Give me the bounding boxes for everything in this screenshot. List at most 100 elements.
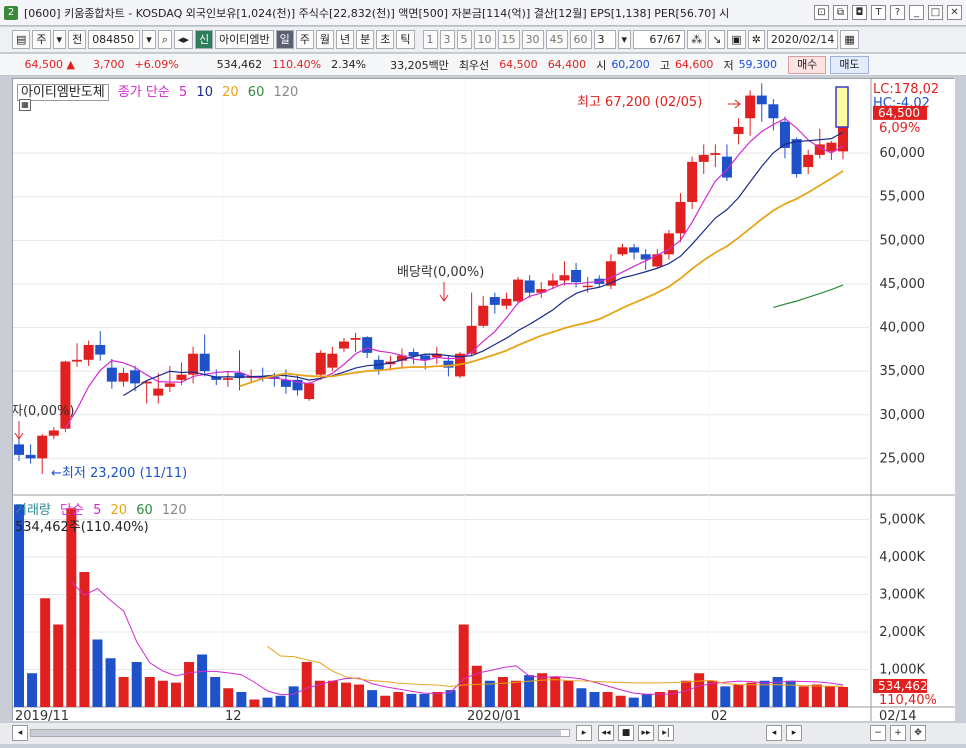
chevron-down-icon[interactable]: ▾ — [52, 30, 67, 49]
candle-body — [350, 338, 361, 340]
interval-45[interactable]: 45 — [545, 30, 568, 49]
tab-2[interactable]: 월 — [315, 30, 335, 49]
candle-body — [791, 139, 802, 175]
sell-button[interactable]: 매도 — [830, 55, 869, 74]
interval-5[interactable]: 5 — [456, 30, 472, 49]
window-badge: 2 — [4, 5, 18, 20]
stop-icon[interactable]: ■ — [618, 725, 634, 741]
window-controls: ⊡ ⧉ ◘ T? _ □ ✕ — [814, 5, 962, 20]
window-control-4[interactable]: ? — [890, 5, 905, 20]
interval-3[interactable]: 3 — [439, 30, 455, 49]
stock-name-field[interactable]: 아이티엠반 — [215, 30, 274, 49]
scroll-thumb[interactable] — [31, 730, 561, 736]
calendar-icon[interactable]: ▦ — [840, 30, 859, 49]
chart-scrollbar[interactable]: ◂ ▸ ◂◂ ■ ▸▸ ▸| ◂ ▸ − + ✥ — [0, 722, 966, 744]
volume-bar — [759, 680, 770, 707]
volume-bar — [236, 692, 247, 707]
tab-3[interactable]: 년 — [336, 30, 355, 49]
search-icon[interactable]: ⌕ — [157, 30, 172, 49]
indicator-icon[interactable]: ⁂ — [687, 30, 707, 49]
window-control-7[interactable]: ✕ — [947, 5, 962, 20]
volume-bar — [484, 680, 495, 707]
ma60-line — [773, 284, 844, 308]
candle-body — [72, 359, 83, 362]
rewind-icon[interactable]: ◂◂ — [598, 725, 614, 741]
multiplier-input[interactable]: 3 — [593, 30, 616, 49]
chart-canvas[interactable]: 25,00030,00035,00040,00045,00050,00055,0… — [11, 79, 955, 724]
zoom-out-icon[interactable]: − — [870, 725, 886, 741]
drawing-icon[interactable]: ↘ — [708, 30, 726, 49]
volume-bar — [550, 677, 561, 707]
volume-bar — [157, 680, 168, 707]
layout-icon[interactable]: ▤ — [12, 30, 31, 49]
scroll-left-icon[interactable]: ◂ — [12, 725, 28, 741]
zoom-in-icon[interactable]: + — [890, 725, 906, 741]
candle-body — [431, 353, 442, 358]
volume-bar — [275, 695, 286, 707]
volume-bar — [170, 682, 181, 707]
window-control-3[interactable]: T — [871, 5, 886, 20]
volume-bar — [66, 508, 77, 707]
legend-price-label: 종가 단순 — [117, 85, 170, 100]
volume-bar — [131, 662, 142, 707]
volume-bar — [380, 695, 391, 707]
date-input[interactable]: 2020/02/14 — [766, 30, 839, 49]
volume-bar — [367, 690, 378, 707]
scroll-track[interactable] — [30, 729, 570, 737]
jeon-button[interactable]: 전 — [68, 30, 87, 49]
tab-1[interactable]: 주 — [295, 30, 314, 49]
candle-body — [745, 95, 756, 119]
scroll-left2-icon[interactable]: ◂ — [766, 725, 782, 741]
legend-volume-ma-label: 단순 — [60, 503, 84, 518]
scroll-right-icon[interactable]: ▸ — [576, 725, 592, 741]
candle-body — [803, 154, 814, 168]
chart-area[interactable]: 25,000 30,000 35,000 40,000 45,000 50,000 55,0… — [11, 78, 955, 724]
volume-bar — [288, 686, 299, 707]
low-annotation: ←최저 23,200 (11/11) — [51, 466, 187, 481]
end-icon[interactable]: ▸| — [658, 725, 674, 741]
move-icon[interactable]: ✥ — [910, 725, 926, 741]
scroll-right2-icon[interactable]: ▸ — [786, 725, 802, 741]
volume-bar — [785, 680, 796, 707]
code-input[interactable]: 084850 — [88, 30, 141, 49]
interval-60[interactable]: 60 — [569, 30, 592, 49]
interval-10[interactable]: 10 — [473, 30, 496, 49]
volume-bar — [681, 680, 692, 707]
interval-1[interactable]: 1 — [422, 30, 438, 49]
tab-0[interactable]: 일 — [275, 30, 294, 49]
candle-body — [710, 153, 721, 155]
window-control-1[interactable]: ⧉ — [833, 5, 848, 20]
code-dropdown-icon[interactable]: ▾ — [142, 30, 156, 49]
interval-30[interactable]: 30 — [521, 30, 544, 49]
window-control-0[interactable]: ⊡ — [814, 5, 829, 20]
candle-body — [234, 372, 245, 379]
candle-body — [188, 353, 199, 375]
volume-bar — [511, 680, 522, 707]
volume-bar — [667, 690, 678, 707]
volume-bar — [27, 673, 38, 707]
count-input[interactable]: 67/67 — [633, 30, 686, 49]
tab-5[interactable]: 초 — [376, 30, 395, 49]
window-control-5[interactable]: _ — [909, 5, 924, 20]
window-control-2[interactable]: ◘ — [852, 5, 867, 20]
multiplier-dropdown-icon[interactable]: ▾ — [617, 30, 632, 49]
grid-icon[interactable]: ▦ — [19, 99, 31, 111]
period-select[interactable]: 주 — [32, 30, 51, 49]
volume-bar — [641, 693, 652, 707]
interval-15[interactable]: 15 — [497, 30, 520, 49]
tab-6[interactable]: 틱 — [396, 30, 415, 49]
volume-bar — [733, 684, 744, 707]
speaker-icon[interactable]: ◂▸ — [173, 30, 193, 49]
volume-bar — [746, 682, 757, 707]
volume-bar — [118, 677, 129, 707]
legend-ma60: 60 — [247, 85, 265, 100]
candle-body — [362, 337, 373, 353]
gear-icon[interactable]: ✲ — [747, 30, 765, 49]
fast-forward-icon[interactable]: ▸▸ — [638, 725, 654, 741]
candle-body — [95, 344, 106, 355]
buy-button[interactable]: 매수 — [788, 55, 827, 74]
tab-4[interactable]: 분 — [356, 30, 375, 49]
save-icon[interactable]: ▣ — [727, 30, 746, 49]
window-control-6[interactable]: □ — [928, 5, 943, 20]
